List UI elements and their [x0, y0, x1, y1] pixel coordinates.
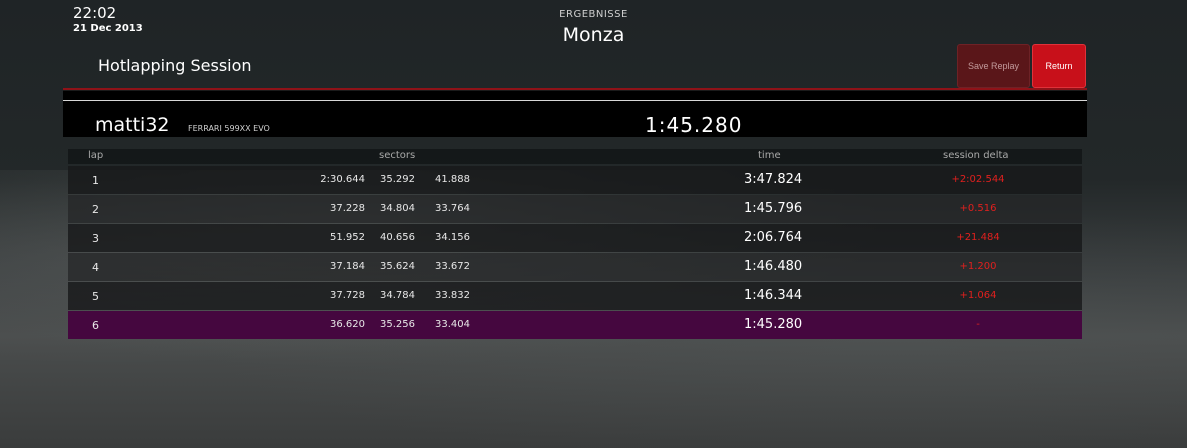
session-delta: +2:02.544	[951, 174, 1005, 185]
clock-date: 21 Dec 2013	[73, 23, 143, 34]
lap-time: 1:46.344	[744, 288, 803, 303]
lap-number: 2	[92, 203, 99, 216]
driver-name: matti32	[95, 114, 170, 136]
session-delta: -	[976, 319, 980, 330]
lap-time: 1:45.796	[744, 201, 803, 216]
lap-number: 1	[92, 174, 99, 187]
divider	[63, 100, 1087, 101]
panel-accent-line	[63, 88, 1087, 90]
sector-3: 33.764	[435, 203, 470, 214]
lap-table: 1 2:30.644 35.292 41.888 3:47.824 +2:02.…	[68, 166, 1082, 340]
table-header	[68, 149, 1082, 164]
column-header-sectors: sectors	[379, 150, 416, 161]
return-button[interactable]: Return	[1032, 44, 1086, 88]
clock: 22:02 21 Dec 2013	[73, 4, 143, 36]
sector-1: 37.728	[330, 290, 365, 301]
lap-time: 1:46.480	[744, 259, 803, 274]
sector-2: 35.256	[380, 319, 415, 330]
lap-time: 1:45.280	[744, 317, 803, 332]
column-header-delta: session delta	[943, 150, 1009, 161]
sector-3: 33.832	[435, 290, 470, 301]
sector-1: 2:30.644	[320, 174, 365, 185]
results-subtitle: ERGEBNISSE	[559, 9, 628, 20]
lap-number: 5	[92, 290, 99, 303]
table-row[interactable]: 5 37.728 34.784 33.832 1:46.344 +1.064	[68, 282, 1082, 310]
table-row[interactable]: 1 2:30.644 35.292 41.888 3:47.824 +2:02.…	[68, 166, 1082, 194]
clock-time: 22:02	[73, 4, 117, 22]
results-header: ERGEBNISSE Monza	[0, 9, 1187, 46]
table-row-best-lap[interactable]: 6 36.620 35.256 33.404 1:45.280 -	[68, 311, 1082, 339]
session-delta: +1.064	[959, 290, 997, 301]
lap-time: 2:06.764	[744, 230, 803, 245]
best-lap-time: 1:45.280	[645, 113, 743, 137]
table-row[interactable]: 4 37.184 35.624 33.672 1:46.480 +1.200	[68, 253, 1082, 281]
sector-1: 37.228	[330, 203, 365, 214]
sector-3: 33.672	[435, 261, 470, 272]
column-header-lap: lap	[88, 150, 104, 161]
driver-summary: matti32 FERRARI 599XX EVO 1:45.280	[63, 90, 1087, 137]
lap-number: 3	[92, 232, 99, 245]
column-header-time: time	[758, 150, 781, 161]
sector-2: 34.784	[380, 290, 415, 301]
track-name: Monza	[562, 24, 625, 46]
sector-2: 35.292	[380, 174, 415, 185]
lap-time: 3:47.824	[744, 172, 803, 187]
car-name: FERRARI 599XX EVO	[188, 124, 270, 133]
sector-2: 40.656	[380, 232, 415, 243]
sector-1: 51.952	[330, 232, 365, 243]
sector-2: 35.624	[380, 261, 415, 272]
sector-3: 41.888	[435, 174, 470, 185]
session-delta: +21.484	[956, 232, 1000, 243]
sector-3: 34.156	[435, 232, 470, 243]
lap-number: 4	[92, 261, 99, 274]
results-panel: matti32 FERRARI 599XX EVO 1:45.280 lap s…	[63, 88, 1087, 344]
sector-3: 33.404	[435, 319, 470, 330]
table-row[interactable]: 2 37.228 34.804 33.764 1:45.796 +0.516	[68, 195, 1082, 223]
session-title: Hotlapping Session	[98, 56, 252, 75]
sector-1: 37.184	[330, 261, 365, 272]
session-delta: +1.200	[959, 261, 997, 272]
lap-number: 6	[92, 319, 99, 332]
sector-2: 34.804	[380, 203, 415, 214]
table-row[interactable]: 3 51.952 40.656 34.156 2:06.764 +21.484	[68, 224, 1082, 252]
sector-1: 36.620	[330, 319, 365, 330]
session-delta: +0.516	[959, 203, 997, 214]
save-replay-button[interactable]: Save Replay	[957, 44, 1030, 88]
